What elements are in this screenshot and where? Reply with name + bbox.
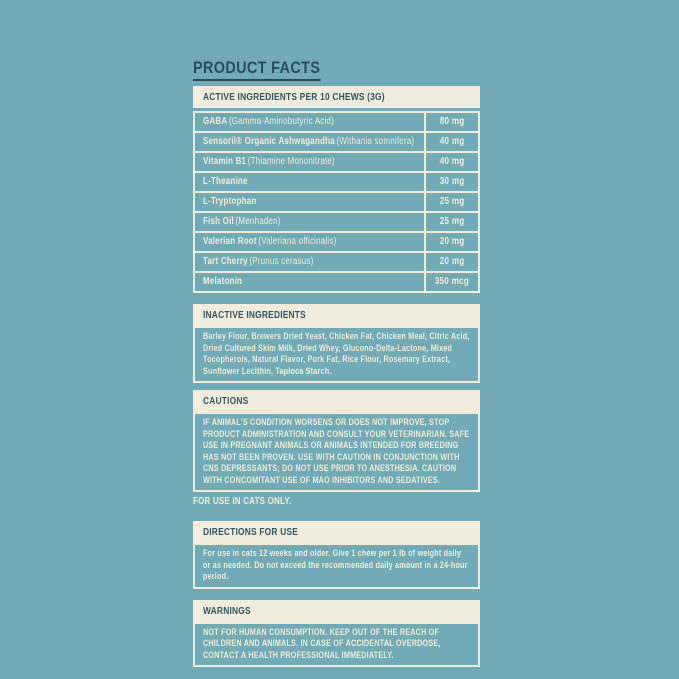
ingredient-amount: 80 mg bbox=[439, 116, 465, 127]
table-row: Fish Oil (Menhaden) 25 mg bbox=[195, 211, 478, 231]
inactive-ingredients-header-label: INACTIVE INGREDIENTS bbox=[203, 309, 306, 321]
ingredient-detail: (Menhaden) bbox=[235, 216, 281, 227]
table-row: Melatonin 350 mcg bbox=[195, 271, 478, 291]
ingredient-detail: (Withania somnifera) bbox=[336, 136, 415, 147]
cautions-header: CAUTIONS bbox=[193, 390, 480, 412]
warnings-body: NOT FOR HUMAN CONSUMPTION. KEEP OUT OF T… bbox=[193, 621, 480, 667]
ingredient-amount: 350 mcg bbox=[434, 276, 470, 287]
inactive-ingredients-body: Barley Flour, Brewers Dried Yeast, Chick… bbox=[193, 326, 480, 383]
directions-header-label: DIRECTIONS FOR USE bbox=[203, 526, 299, 538]
active-ingredients-header-label: ACTIVE INGREDIENTS PER 10 CHEWS (3G) bbox=[203, 91, 385, 103]
warnings-header-label: WARNINGS bbox=[203, 604, 251, 617]
table-row: L-Tryptophan 25 mg bbox=[195, 191, 478, 211]
ingredient-name: Melatonin bbox=[203, 276, 243, 287]
cautions-header-label: CAUTIONS bbox=[203, 395, 249, 407]
table-row: L-Theanine 30 mg bbox=[195, 171, 478, 191]
ingredient-detail: (Gamma-Aminobutyric Acid) bbox=[228, 116, 334, 127]
ingredient-amount: 20 mg bbox=[439, 236, 465, 247]
ingredient-name: Tart Cherry bbox=[203, 256, 248, 267]
table-row: GABA (Gamma-Aminobutyric Acid) 80 mg bbox=[195, 113, 478, 131]
ingredient-amount: 30 mg bbox=[439, 176, 465, 187]
ingredient-name: L-Theanine bbox=[203, 176, 248, 187]
table-row: Sensoril® Organic Ashwagandha (Withania s… bbox=[195, 131, 478, 151]
cats-only-note: FOR USE IN CATS ONLY. bbox=[193, 496, 292, 507]
table-row: Vitamin B1 (Thiamine Mononitrate) 40 mg bbox=[195, 151, 478, 171]
ingredient-name: Valerian Root bbox=[203, 236, 257, 247]
page-title: PRODUCT FACTS bbox=[193, 59, 321, 81]
warnings-section: WARNINGS NOT FOR HUMAN CONSUMPTION. KEEP… bbox=[193, 599, 480, 667]
ingredient-amount: 40 mg bbox=[439, 156, 465, 167]
directions-header: DIRECTIONS FOR USE bbox=[193, 521, 480, 543]
ingredient-name: Sensoril® Organic Ashwagandha bbox=[203, 136, 335, 147]
ingredient-amount: 25 mg bbox=[439, 196, 465, 207]
product-facts-label: PRODUCT FACTS ACTIVE INGREDIENTS PER 10 … bbox=[193, 59, 480, 667]
active-ingredients-header: ACTIVE INGREDIENTS PER 10 CHEWS (3G) bbox=[193, 86, 480, 108]
directions-body: For use in cats 12 weeks and older. Give… bbox=[193, 543, 480, 589]
ingredient-name: Fish Oil bbox=[203, 216, 234, 227]
ingredient-name: Vitamin B1 bbox=[203, 156, 247, 167]
directions-section: DIRECTIONS FOR USE For use in cats 12 we… bbox=[193, 521, 480, 589]
ingredient-name: GABA bbox=[203, 116, 228, 127]
cautions-body: IF ANIMAL'S CONDITION WORSENS OR DOES NO… bbox=[193, 412, 480, 492]
ingredient-amount: 25 mg bbox=[439, 216, 465, 227]
cautions-section: CAUTIONS IF ANIMAL'S CONDITION WORSENS O… bbox=[193, 390, 480, 508]
warnings-header: WARNINGS bbox=[193, 599, 480, 622]
ingredient-detail: (Valeriana officinalis) bbox=[258, 236, 337, 247]
table-row: Tart Cherry (Prunus cerasus) 20 mg bbox=[195, 251, 478, 271]
ingredient-amount: 40 mg bbox=[439, 136, 465, 147]
table-row: Valerian Root (Valeriana officinalis) 20 … bbox=[195, 231, 478, 251]
ingredient-detail: (Thiamine Mononitrate) bbox=[247, 156, 335, 167]
active-ingredients-table: GABA (Gamma-Aminobutyric Acid) 80 mg Sens… bbox=[193, 111, 480, 293]
ingredient-amount: 20 mg bbox=[439, 256, 465, 267]
inactive-ingredients-header: INACTIVE INGREDIENTS bbox=[193, 304, 480, 326]
inactive-ingredients-section: INACTIVE INGREDIENTS Barley Flour, Brewe… bbox=[193, 304, 480, 383]
ingredient-name: L-Tryptophan bbox=[203, 196, 257, 207]
ingredient-detail: (Prunus cerasus) bbox=[249, 256, 314, 267]
